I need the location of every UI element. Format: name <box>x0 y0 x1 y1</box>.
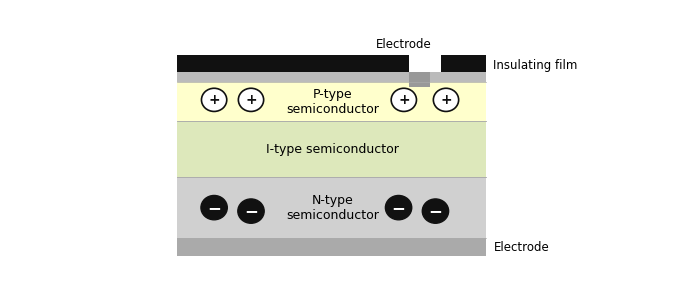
Text: Electrode: Electrode <box>494 240 549 253</box>
Ellipse shape <box>201 195 227 220</box>
Bar <box>441 55 486 72</box>
Text: P-type
semiconductor: P-type semiconductor <box>286 88 379 116</box>
Bar <box>409 72 430 87</box>
Bar <box>177 55 409 72</box>
Ellipse shape <box>239 88 264 111</box>
Bar <box>177 178 486 238</box>
Bar <box>177 72 409 82</box>
Text: −: − <box>207 199 221 217</box>
Text: N-type
semiconductor: N-type semiconductor <box>286 194 379 222</box>
Text: +: + <box>245 93 257 107</box>
Bar <box>430 72 486 82</box>
Text: +: + <box>440 93 452 107</box>
Text: +: + <box>208 93 220 107</box>
Ellipse shape <box>422 199 449 223</box>
Bar <box>177 238 486 256</box>
Text: −: − <box>428 202 443 220</box>
Bar <box>177 121 486 178</box>
Ellipse shape <box>433 88 458 111</box>
Ellipse shape <box>238 199 265 223</box>
Text: I-type semiconductor: I-type semiconductor <box>267 143 399 156</box>
Text: −: − <box>392 199 405 217</box>
Text: Electrode: Electrode <box>376 38 432 51</box>
Text: +: + <box>398 93 409 107</box>
Bar <box>177 82 486 121</box>
Text: −: − <box>244 202 258 220</box>
Ellipse shape <box>391 88 416 111</box>
Ellipse shape <box>386 195 412 220</box>
Text: Insulating film: Insulating film <box>494 59 578 72</box>
Ellipse shape <box>201 88 226 111</box>
